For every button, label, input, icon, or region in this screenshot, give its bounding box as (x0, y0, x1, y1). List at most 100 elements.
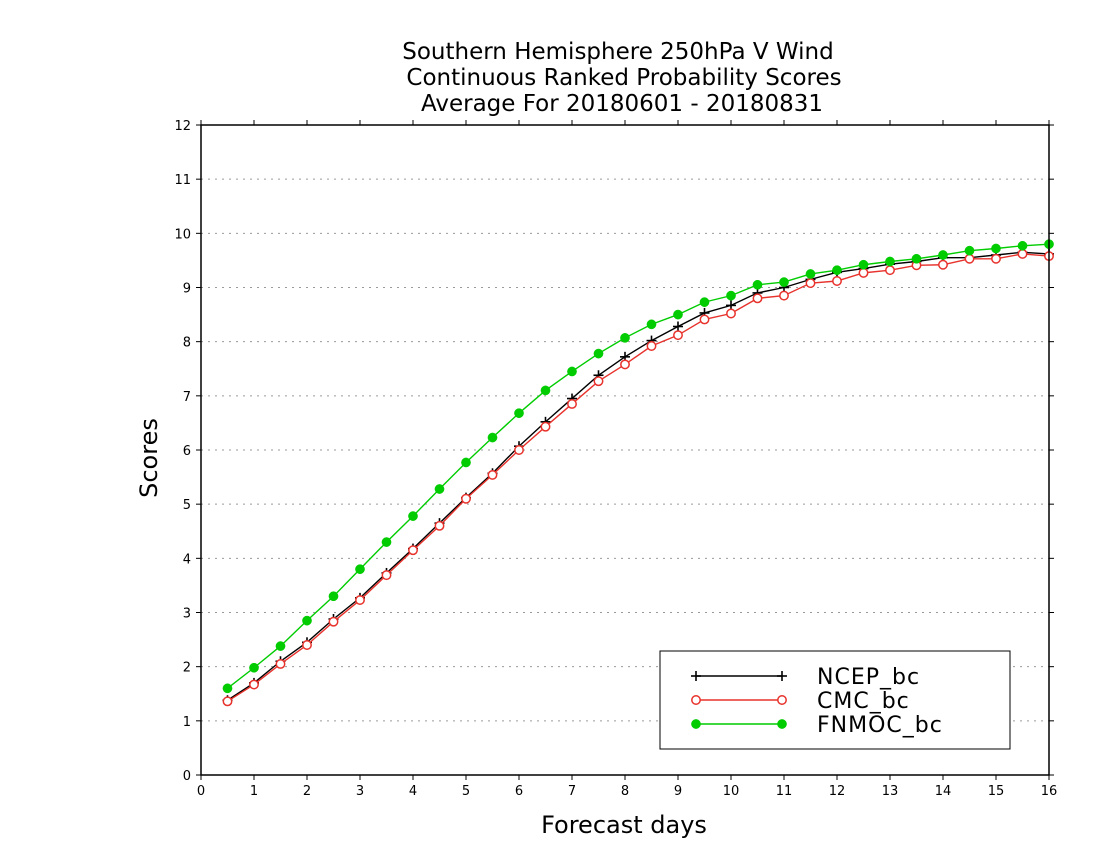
legend-marker (777, 719, 787, 729)
x-tick-label: 9 (674, 784, 682, 799)
data-point (620, 333, 630, 343)
data-point (302, 640, 312, 650)
x-tick-label: 11 (776, 784, 793, 799)
legend-label: FNMOC_bc (817, 713, 943, 738)
data-point (646, 341, 657, 351)
data-point (461, 493, 471, 504)
series-FNMOC_bc (222, 239, 1054, 694)
y-tick-label: 6 (183, 444, 191, 459)
legend-item-FNMOC_bc: FNMOC_bc (691, 713, 942, 738)
data-point (275, 659, 286, 669)
data-point (779, 277, 789, 287)
data-point (540, 421, 551, 432)
series-line (227, 243, 1050, 689)
y-tick-label: 10 (174, 227, 191, 242)
data-point (249, 662, 259, 673)
x-tick-label: 4 (409, 784, 417, 799)
data-point (1017, 248, 1028, 259)
series-layer (222, 239, 1054, 707)
data-point (673, 321, 683, 332)
data-point (275, 641, 286, 651)
x-tick-label: 2 (303, 784, 311, 799)
y-axis-label: Scores (135, 418, 163, 498)
x-axis-label: Forecast days (541, 811, 707, 839)
data-point (699, 314, 710, 325)
data-point (434, 520, 445, 531)
y-tick-label: 3 (183, 607, 191, 622)
data-point (620, 359, 630, 370)
data-point (408, 511, 418, 521)
legend-label: NCEP_bc (817, 665, 920, 690)
x-tick-label: 6 (515, 784, 523, 799)
data-point (222, 696, 233, 707)
x-tick-label: 15 (988, 784, 1005, 799)
data-point (381, 570, 392, 581)
legend-marker (777, 671, 787, 681)
y-tick-label: 5 (183, 498, 191, 513)
data-point (964, 253, 975, 264)
data-point (938, 250, 948, 260)
data-point (355, 595, 365, 605)
data-point (408, 545, 418, 556)
data-point (381, 537, 392, 547)
data-point (514, 445, 524, 455)
data-point (567, 366, 577, 377)
data-point (885, 265, 895, 276)
data-point (726, 308, 736, 319)
data-point (567, 399, 577, 409)
data-point (222, 683, 233, 694)
title-line-3: Average For 20180601 - 20180831 (421, 91, 823, 117)
y-tick-label: 0 (183, 769, 191, 784)
chart-title: Southern Hemisphere 250hPa V Wind Contin… (402, 39, 841, 117)
x-tick-label: 16 (1041, 784, 1058, 799)
data-point (1017, 240, 1028, 251)
y-tick-label: 1 (183, 715, 191, 730)
data-point (805, 278, 816, 289)
data-point (355, 564, 365, 575)
y-tick-label: 7 (183, 390, 191, 405)
series-line (227, 251, 1050, 701)
data-point (249, 679, 259, 690)
series-line (227, 253, 1050, 702)
x-tick-label: 7 (568, 784, 576, 799)
data-point (752, 293, 763, 304)
data-point (752, 279, 763, 290)
y-tick-label: 2 (183, 661, 191, 676)
x-tick-label: 1 (250, 784, 258, 799)
data-point (964, 245, 975, 256)
x-tick-label: 0 (197, 784, 205, 799)
data-point (487, 469, 498, 480)
data-point (328, 591, 339, 602)
data-point (593, 348, 604, 359)
data-point (593, 376, 604, 387)
y-tick-label: 8 (183, 336, 191, 351)
x-tick-label: 12 (829, 784, 846, 799)
data-point (487, 432, 498, 443)
x-tick-label: 13 (882, 784, 899, 799)
data-point (805, 269, 816, 279)
y-tick-label: 4 (183, 552, 191, 567)
x-tick-label: 8 (621, 784, 629, 799)
legend-marker (691, 719, 701, 729)
data-point (646, 319, 657, 330)
data-point (726, 290, 736, 301)
series-CMC_bc (222, 248, 1054, 707)
title-line-2: Continuous Ranked Probability Scores (406, 65, 841, 91)
data-point (991, 253, 1001, 264)
y-tick-label: 9 (183, 282, 191, 297)
x-tick-label: 5 (462, 784, 470, 799)
data-point (911, 253, 922, 264)
data-point (832, 276, 842, 286)
data-point (461, 457, 471, 468)
x-tick-label: 14 (935, 784, 952, 799)
legend-item-CMC_bc: CMC_bc (691, 689, 909, 714)
legend-item-NCEP_bc: NCEP_bc (691, 665, 920, 690)
data-point (858, 267, 869, 278)
data-point (832, 265, 842, 276)
data-point (514, 408, 524, 419)
data-point (328, 616, 339, 627)
data-point (858, 259, 869, 270)
data-point (302, 615, 312, 626)
